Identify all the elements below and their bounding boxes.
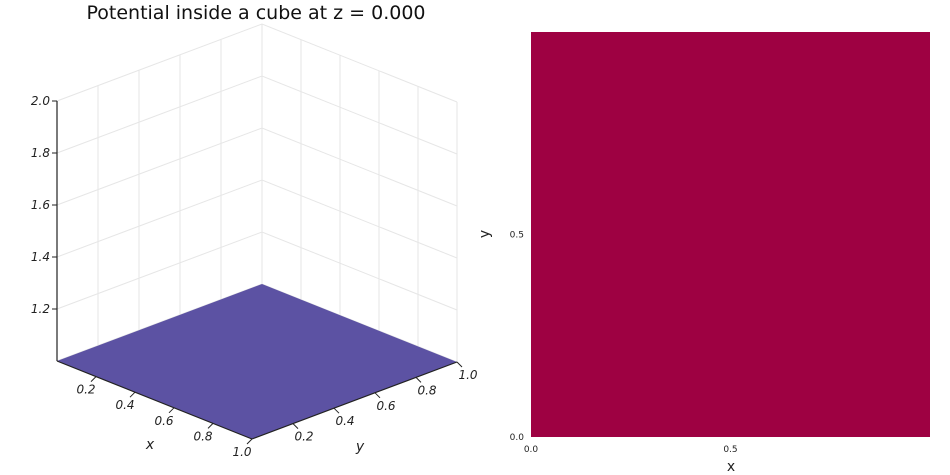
- y-tick-label: 0.2: [294, 430, 313, 444]
- x-ticks-2d: 0.0 0.5: [524, 445, 738, 455]
- x-tick-label: 0.4: [115, 398, 134, 412]
- y-tick-label: 1.0: [458, 368, 477, 382]
- x-tick-label: 0.6: [154, 414, 173, 428]
- z-tick-label: 1.8: [31, 146, 50, 160]
- y-tick-label: 0.0: [510, 433, 525, 443]
- heatmap-plot: 0.0 0.5 0.0 0.5 x y: [477, 32, 930, 475]
- heatmap-cell: [531, 32, 930, 437]
- y-tick-mark: [415, 377, 422, 383]
- axes-3d: [56, 101, 458, 440]
- y-ticks-2d: 0.0 0.5: [510, 231, 525, 444]
- z-tick-label: 1.4: [31, 250, 50, 264]
- y-ticks-3d: 0.2 0.4 0.6 0.8 1.0: [292, 361, 478, 444]
- z-tick-label: 1.2: [31, 302, 50, 316]
- grid-line: [56, 23, 458, 103]
- y-tick-label: 0.5: [510, 231, 524, 241]
- x-tick-label: 0.2: [76, 383, 95, 397]
- grid-line: [56, 231, 458, 311]
- z-ticks-3d: 1.2 1.4 1.6 1.8 2.0: [31, 94, 57, 316]
- x-ticks-3d: 0.2 0.4 0.6 0.8 1.0: [76, 376, 253, 459]
- x-tick-mark: [246, 438, 253, 445]
- y-tick-label: 0.6: [376, 399, 395, 413]
- x-tick-mark: [129, 391, 136, 398]
- y-tick-label: 0.8: [417, 383, 436, 397]
- x-axis-label-3d: x: [145, 437, 155, 453]
- x-tick-label: 0.5: [723, 445, 737, 455]
- y-tick-label: 0.4: [335, 414, 354, 428]
- x-tick-label: 0.0: [524, 445, 539, 455]
- z-tick-label: 1.6: [31, 198, 50, 212]
- surface: [57, 284, 457, 439]
- x-axis-line: [56, 360, 253, 440]
- grid-line: [56, 127, 458, 207]
- surface-plot: 0.20.40.60.81.0 0.20.40.60.81.0 1.21.41.…: [31, 23, 478, 459]
- z-tick-label: 2.0: [31, 94, 50, 108]
- y-tick-mark: [374, 392, 381, 399]
- x-tick-mark: [90, 376, 97, 382]
- y-axis-line: [251, 361, 458, 440]
- y-tick-mark: [292, 423, 299, 429]
- y-tick-mark: [333, 407, 340, 414]
- x-tick-label: 1.0: [232, 445, 251, 459]
- x-tick-mark: [168, 407, 175, 414]
- grid-line: [56, 75, 458, 155]
- x-tick-mark: [207, 423, 214, 429]
- x-tick-label: 0.8: [193, 429, 212, 443]
- x-axis-label-2d: x: [727, 459, 735, 475]
- y-axis-label-2d: y: [477, 230, 493, 238]
- y-axis-label-3d: y: [355, 439, 365, 455]
- grid-line: [56, 179, 458, 259]
- y-tick-mark: [456, 361, 463, 368]
- figure-title: Potential inside a cube at z = 0.000: [86, 2, 425, 24]
